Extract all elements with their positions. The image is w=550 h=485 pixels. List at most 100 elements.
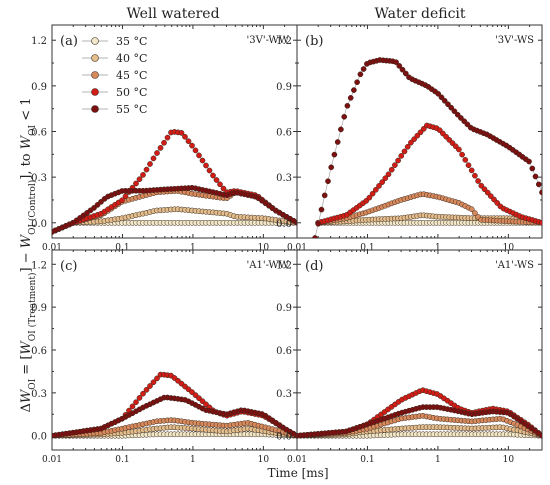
data-point [404,143,411,150]
data-point [392,162,398,168]
series-55c [312,57,542,238]
y-tick-label: 0.0 [276,432,292,443]
x-tick-label: 0.01 [42,243,62,253]
y-tick-label: 0.3 [31,173,47,184]
data-point [456,146,462,153]
data-point [161,139,167,146]
y-label-w1: W [19,388,34,403]
y-label-oi2: OI [28,124,38,135]
data-point [312,235,318,238]
data-point [321,192,328,199]
data-point [213,177,220,183]
data-point [376,183,382,189]
data-point [535,181,542,188]
y-label-delta: Δ [19,403,34,412]
data-point [129,403,136,410]
data-point [468,206,475,213]
data-point [178,130,185,136]
data-point [136,176,143,183]
data-point [331,151,338,158]
y-label-w3: W [19,233,34,248]
data-point [157,145,164,151]
panel-b: 0.0 0.3 0.6 0.9 1.2 0.01 0.1 1 10 (b) '3V'-WS [276,24,543,253]
series-55c [52,184,297,235]
legend-marker [91,105,99,113]
data-point [206,167,213,174]
y-label-eq: = [ [19,355,34,379]
y-tick-label: 0.9 [31,303,47,314]
data-point [140,172,146,178]
legend-marker [91,88,99,96]
data-point [140,390,146,397]
y-tick-label: 1.2 [276,36,292,47]
y-tick-label: 0.6 [276,128,292,139]
panel-letter: (d) [305,259,323,274]
legend-label: 45 °C [116,69,147,82]
data-point [328,164,335,171]
x-tick-label: 10 [258,455,270,465]
data-point [402,70,409,77]
panel-label: 'A1'-WS [495,260,534,271]
y-tick-label: 0.3 [276,173,292,184]
data-point [472,210,478,216]
legend-marker [91,71,99,79]
x-tick-label: 10 [503,243,515,253]
data-point [154,375,160,382]
data-point [399,66,406,73]
data-point [199,157,206,164]
x-tick-label: 0.1 [115,243,129,253]
y-tick-label: 0.6 [276,346,292,357]
legend: 35 °C 40 °C 45 °C 50 °C 55 °C [82,35,147,116]
panel-c: 0.0 0.3 0.6 0.9 1.2 0.01 0.1 1 10 (c) 'A1'-WW [31,249,298,465]
panel-letter: (c) [60,259,77,274]
data-point [369,190,376,197]
data-point [147,383,153,389]
panel-a: 0.0 0.3 0.6 0.9 1.2 0.01 0.1 1 10 (a) '3V'-WW [31,24,298,253]
data-point [539,432,542,439]
x-tick-label: 10 [258,243,270,253]
data-point [379,179,386,185]
data-point [143,166,150,173]
data-point [478,182,485,189]
data-point [344,102,351,109]
legend-label: 55 °C [116,103,147,116]
series-45c [52,417,297,439]
x-tick-label: 1 [190,455,196,465]
column-title-left: Well watered [126,6,219,22]
data-point [398,153,405,159]
data-point [401,148,408,155]
x-tick-label: 1 [190,243,196,253]
data-point [532,173,539,180]
panel-data [52,129,297,235]
data-point [133,399,139,406]
y-tick-label: 1.2 [31,260,47,271]
data-point [396,63,403,69]
x-tick-label: 0.01 [42,455,62,465]
data-point [451,108,458,115]
y-label-rest: ], to [19,149,34,180]
x-tick-label: 0.01 [287,455,307,465]
data-point [136,395,143,401]
y-label-oi1: OI [28,378,38,389]
data-point [334,139,341,145]
data-point [435,90,442,97]
panel-data [297,387,542,439]
legend-label: 50 °C [116,86,147,99]
data-point [192,147,199,154]
data-point [182,133,188,140]
data-point [475,178,481,184]
legend-label: 40 °C [116,52,147,65]
data-point [154,150,160,156]
data-point [539,189,542,196]
data-point [119,197,125,204]
data-point [529,165,536,172]
data-point [217,181,223,188]
y-tick-label: 0.0 [31,219,47,230]
data-point [411,136,417,143]
x-tick-label: 0.1 [360,243,374,253]
y-tick-label: 0.9 [31,82,47,93]
y-tick-label: 0.9 [276,303,292,314]
y-label-lt1: < 1 [19,97,34,124]
data-point [360,66,367,72]
